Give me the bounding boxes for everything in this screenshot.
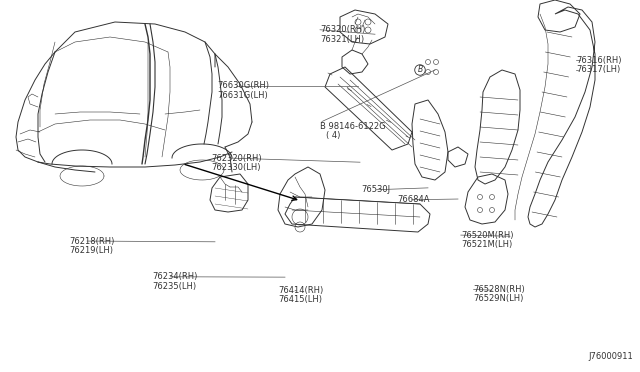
- Text: 76235(LH): 76235(LH): [152, 282, 196, 291]
- Text: 76521M(LH): 76521M(LH): [461, 240, 512, 249]
- Text: 76234(RH): 76234(RH): [152, 272, 198, 281]
- Text: 76320(RH): 76320(RH): [320, 25, 365, 34]
- Text: ( 4): ( 4): [326, 131, 340, 140]
- Text: 76218(RH): 76218(RH): [69, 237, 115, 246]
- Text: 76414(RH): 76414(RH): [278, 286, 324, 295]
- Text: 76684A: 76684A: [397, 195, 429, 204]
- Text: B 98146-6122G: B 98146-6122G: [320, 122, 386, 131]
- Text: 76316(RH): 76316(RH): [576, 56, 621, 65]
- Text: 762330(LH): 762330(LH): [211, 163, 260, 172]
- Text: 76321(LH): 76321(LH): [320, 35, 364, 44]
- Text: 76317(LH): 76317(LH): [576, 65, 620, 74]
- Text: 76631G(LH): 76631G(LH): [218, 92, 268, 100]
- Text: 76415(LH): 76415(LH): [278, 295, 323, 304]
- Text: 76219(LH): 76219(LH): [69, 246, 113, 255]
- Text: 76630G(RH): 76630G(RH): [218, 81, 269, 90]
- Text: J76000911: J76000911: [589, 352, 634, 361]
- Text: 76529N(LH): 76529N(LH): [474, 294, 524, 303]
- Text: 76520M(RH): 76520M(RH): [461, 231, 513, 240]
- Text: 76528N(RH): 76528N(RH): [474, 285, 525, 294]
- Text: 762320(RH): 762320(RH): [211, 154, 262, 163]
- Text: B: B: [417, 65, 422, 74]
- Text: 76530J: 76530J: [362, 185, 391, 194]
